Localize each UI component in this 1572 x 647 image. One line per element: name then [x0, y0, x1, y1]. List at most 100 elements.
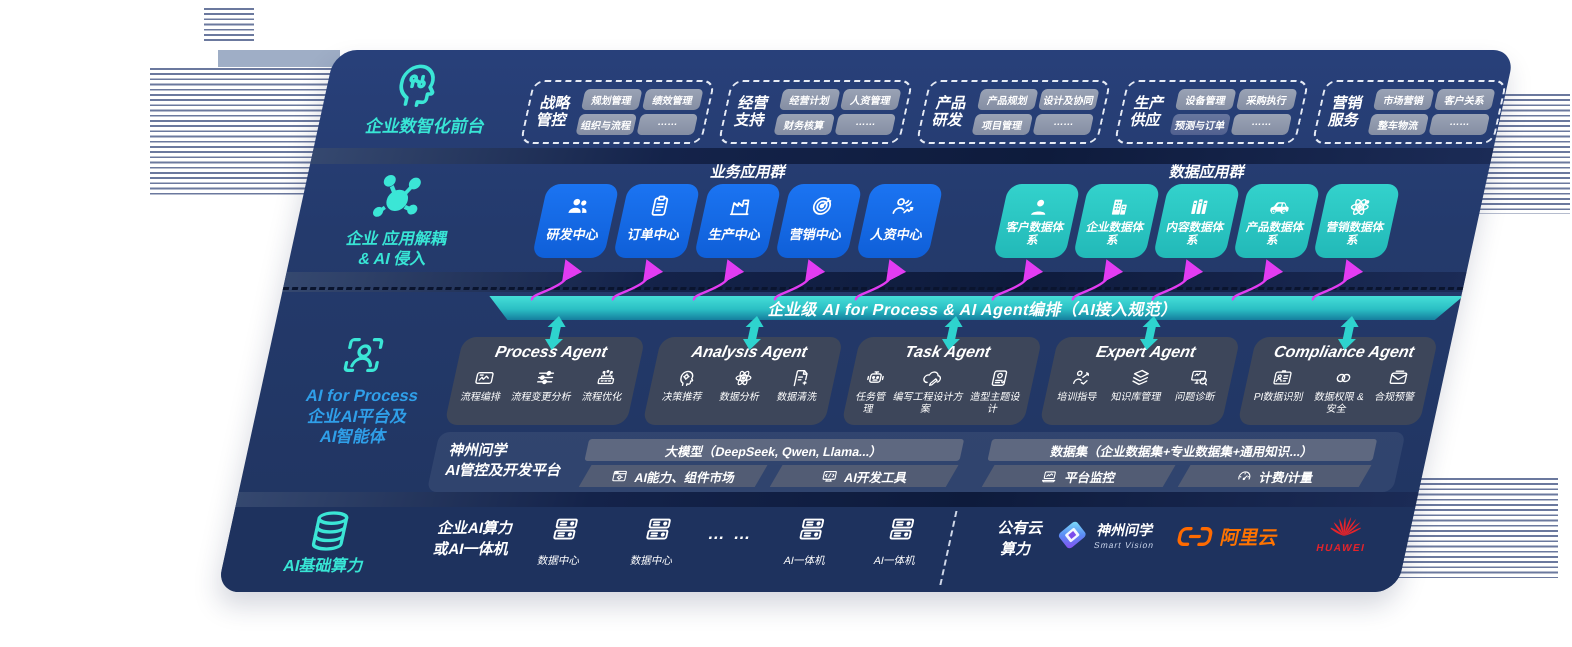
agent-item-label: 数据清洗 — [775, 392, 818, 403]
brain-circuit-icon — [383, 58, 449, 112]
front-chip: …… — [1230, 114, 1293, 135]
agent-items: 决策推荐 数据分析 数据清洗 — [647, 367, 837, 404]
vendor-name: HUAWEI — [1315, 543, 1367, 554]
business-group-title: 业务应用群 — [708, 164, 788, 181]
app-tile: 内容数据体系 — [1152, 184, 1241, 258]
ai-layer-label: AI for Process 企业AI平台及 AI智能体 — [258, 386, 456, 448]
agent-items: 任务管理 编写工程设计方案 造型主题设计 — [843, 367, 1035, 415]
server-icon — [547, 514, 584, 544]
agent-item-label: 数据权限 & 安全 — [1313, 392, 1365, 415]
tile-label: 订单中心 — [626, 227, 682, 242]
layer-divider — [235, 492, 1419, 507]
front-group: 营销服务 市场营销 客户关系 整车物流…… — [1311, 80, 1508, 144]
ai-orchestration-banner: 企业级 AI for Process & AI Agent编排（AI接入规范） — [484, 296, 1463, 320]
stripe-decoration-bottom-right — [1392, 478, 1558, 578]
component-icon — [609, 468, 630, 485]
front-chip: 绩效管理 — [641, 89, 704, 110]
public-cloud-label: 公有云 算力 — [991, 518, 1045, 560]
front-groups: 战略管控 规划管理 绩效管理 组织与流程…… 经营支持 经营计划 人资管理 财务核算…… 产品研… — [519, 80, 1510, 144]
tile-label: 营销数据体系 — [1325, 222, 1386, 248]
platform-label-line1: 神州问学 — [447, 443, 510, 459]
platform-cell-label: AI能力、组件市场 — [633, 470, 737, 485]
front-group-chips: 经营计划 人资管理 财务核算…… — [773, 89, 902, 135]
gauge-icon — [1234, 468, 1255, 485]
person-solid-icon — [1025, 193, 1055, 219]
tile-label: 生产中心 — [707, 227, 763, 242]
laptop-icon — [1040, 468, 1061, 485]
server-icon — [883, 514, 920, 544]
agent-item: 合规预警 — [1373, 367, 1421, 404]
target-icon — [806, 193, 838, 219]
platform-label-line2: AI管控及开发平台 — [443, 462, 564, 479]
atom-icon — [730, 367, 757, 389]
node-label: 数据中心 — [536, 555, 581, 567]
agent-title: Expert Agent — [1094, 344, 1198, 361]
agent-item-label: 编写工程设计方案 — [891, 392, 965, 415]
server-icon — [640, 514, 677, 544]
agent-box: Task Agent 任务管理 编写工程设计方案 造型主题设计 — [840, 337, 1042, 425]
agent-item: 决策推荐 — [661, 367, 709, 404]
front-chip: 设计及协同 — [1037, 89, 1100, 110]
tile-label: 客户数据体系 — [1005, 222, 1066, 248]
front-chip: …… — [636, 114, 699, 135]
sliders-icon — [532, 367, 559, 389]
server-icon — [793, 514, 830, 544]
platform-cell-label: 计费/计量 — [1258, 470, 1315, 485]
app-tile: 人资中心 — [855, 184, 944, 258]
cluster-label: 企业AI算力 或AI一体机 — [431, 518, 515, 560]
front-group-chips: 规划管理 绩效管理 组织与流程…… — [575, 89, 704, 135]
platform-cell: 计费/计量 — [1178, 465, 1372, 487]
vendor-name: 阿里云 — [1218, 528, 1280, 549]
hr-icon — [887, 193, 919, 219]
compute-node-dots: … … — [706, 524, 756, 543]
front-chip: …… — [1032, 114, 1095, 135]
agent-item: 流程编排 — [459, 367, 507, 404]
agent-item-label: 知识库管理 — [1109, 392, 1163, 403]
clipboard-icon — [644, 193, 676, 219]
agent-item-label: 决策推荐 — [660, 392, 704, 403]
agent-title: Compliance Agent — [1272, 344, 1416, 361]
node-label: AI一体机 — [782, 555, 827, 567]
front-group-name: 战略管控 — [534, 94, 573, 129]
platform-box: 神州问学 AI管控及开发平台 大模型（DeepSeek, Qwen, Llama… — [426, 432, 1406, 492]
model-bar: 大模型（DeepSeek, Qwen, Llama...） — [584, 439, 965, 461]
platform-left-cells: AI能力、组件市场 AI开发工具 — [579, 465, 959, 487]
agent-item: 造型主题设计 — [963, 367, 1031, 415]
dataset-bar: 数据集（企业数据集+专业数据集+通用知识...） — [987, 439, 1378, 461]
node-label: 数据中心 — [629, 555, 674, 567]
compute-node-server: AI一体机 — [872, 514, 925, 568]
layers-icon — [1127, 367, 1154, 389]
board-icon — [986, 367, 1013, 389]
front-chip: 规划管理 — [580, 89, 643, 110]
front-chip: …… — [1428, 114, 1491, 135]
architecture-panel: 企业数智化前台 战略管控 规划管理 绩效管理 组织与流程…… 经营支持 经营计划 人资管理财… — [216, 50, 1515, 592]
front-chip: 市场营销 — [1372, 89, 1435, 110]
front-group-chips: 市场营销 客户关系 整车物流…… — [1367, 89, 1496, 135]
platform-label: 神州问学 AI管控及开发平台 — [443, 442, 602, 481]
agent-item-label: 数据分析 — [718, 392, 761, 403]
app-tile: 客户数据体系 — [992, 184, 1081, 258]
agent-box: Expert Agent 培训指导 知识库管理 问题诊断 — [1038, 337, 1241, 425]
agent-items: PI数据识别 数据权限 & 安全 合规预警 — [1239, 367, 1431, 415]
sv-logo-icon — [1052, 518, 1093, 552]
business-tiles: 研发中心 订单中心 生产中心 营销中心 人资中心 — [531, 184, 944, 258]
data-tiles: 客户数据体系 企业数据体系 内容数据体系 产品数据体系 营销数据体系 — [992, 184, 1401, 258]
devtools-icon — [819, 468, 840, 485]
compute-layer-label: AI基础算力 — [281, 558, 366, 575]
tile-label: 企业数据体系 — [1085, 222, 1146, 248]
agent-item: 问题诊断 — [1174, 367, 1222, 404]
car-icon — [1265, 193, 1295, 219]
front-chip: 整车物流 — [1367, 114, 1430, 135]
agent-item-label: 流程变更分析 — [510, 392, 573, 403]
tile-label: 内容数据体系 — [1165, 222, 1226, 248]
tile-label: 人资中心 — [869, 227, 925, 242]
front-chip: 客户关系 — [1433, 89, 1496, 110]
agent-item-label: 问题诊断 — [1173, 392, 1217, 403]
app-tile: 营销中心 — [774, 184, 863, 258]
dashed-separator — [282, 287, 1464, 290]
tile-label: 产品数据体系 — [1245, 222, 1306, 248]
agent-item-label: 造型主题设计 — [968, 392, 1022, 415]
vendor-smartvision: 神州问学 Smart Vision — [1052, 518, 1160, 552]
agent-title: Analysis Agent — [689, 344, 809, 361]
front-chip: 财务核算 — [773, 114, 836, 135]
